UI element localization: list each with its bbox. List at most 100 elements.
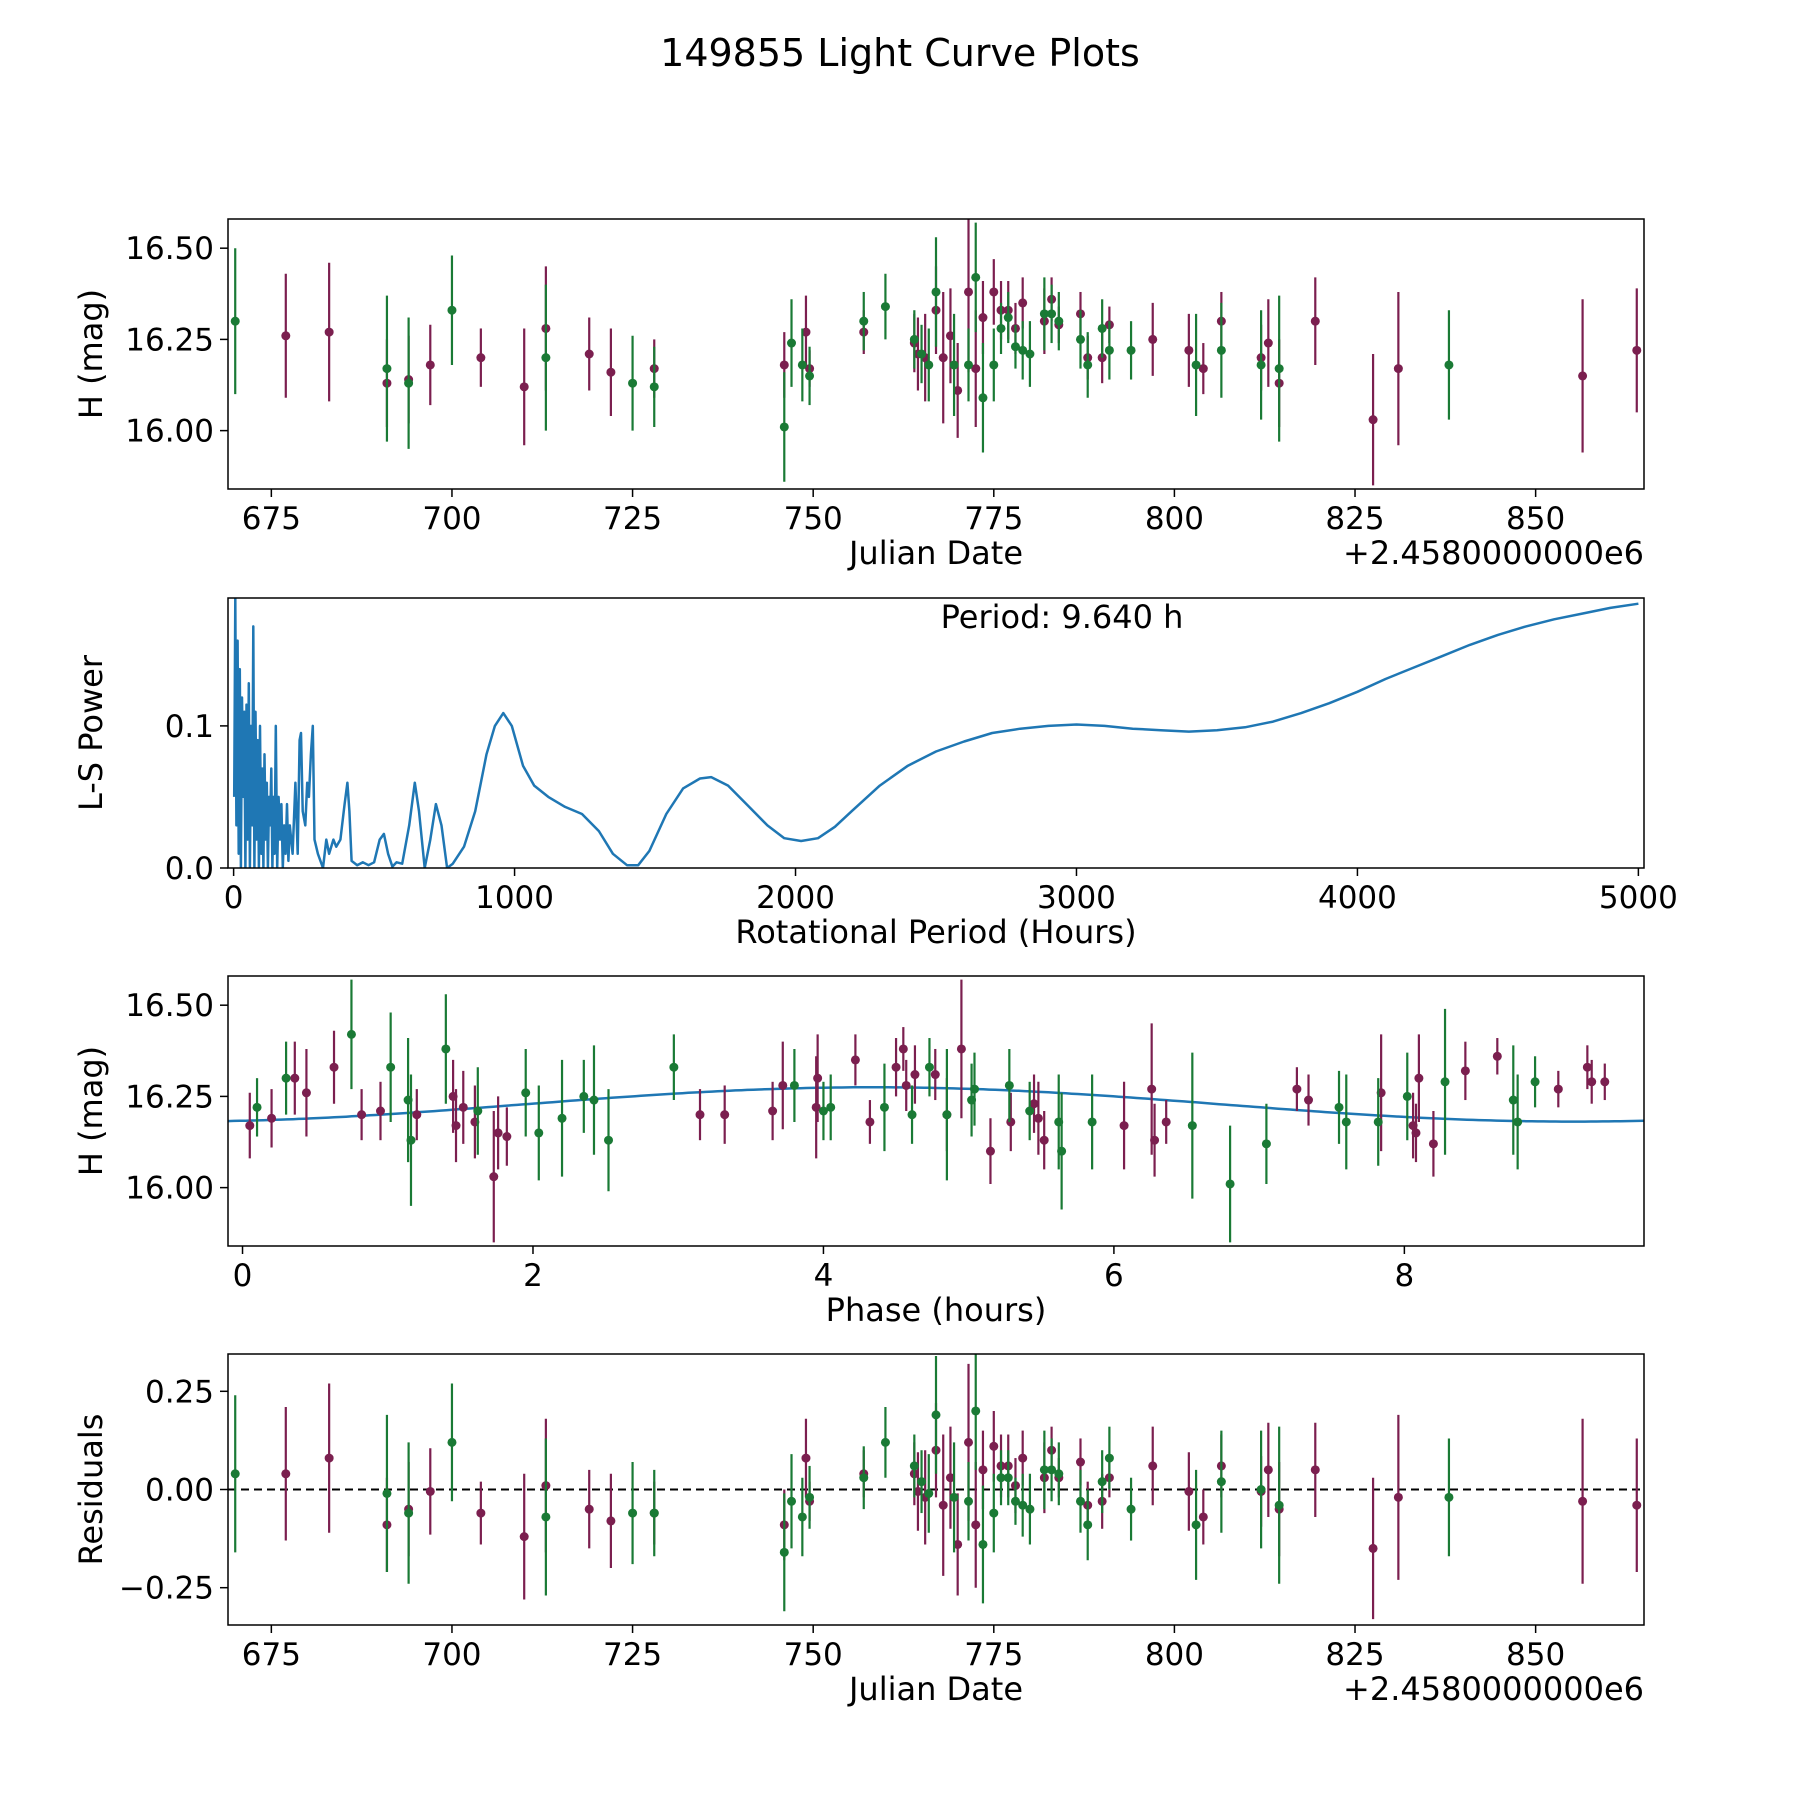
data-point <box>1047 309 1057 319</box>
data-point <box>1393 1492 1403 1502</box>
x-tick-label: 775 <box>964 501 1023 537</box>
data-point <box>1198 1512 1208 1522</box>
data-point <box>1513 1117 1523 1127</box>
data-point <box>779 360 789 370</box>
data-point <box>989 360 999 370</box>
data-point <box>425 1486 435 1496</box>
data-point <box>1184 1486 1194 1496</box>
series-0 <box>232 598 1639 868</box>
data-point <box>1003 313 1013 323</box>
y-axis-label: Residuals <box>72 1414 110 1566</box>
axes-frame <box>227 597 1645 869</box>
data-point <box>521 1088 531 1098</box>
data-point <box>801 327 811 337</box>
data-point <box>1075 1457 1085 1467</box>
y-axis-label: H (mag) <box>72 289 110 419</box>
data-point <box>913 1486 923 1496</box>
data-point <box>1587 1077 1597 1087</box>
data-point <box>606 367 616 377</box>
data-point <box>789 1080 799 1090</box>
x-tick-label: 2000 <box>756 880 835 916</box>
data-point <box>949 360 959 370</box>
y-tick-label: 0.0 <box>165 851 214 887</box>
series-1 <box>252 979 1540 1243</box>
axes-frame <box>227 975 1645 1247</box>
data-point <box>281 1469 291 1479</box>
data-point <box>930 1070 940 1080</box>
x-tick-label: 800 <box>1145 501 1204 537</box>
data-point <box>1087 1117 1097 1127</box>
y-tick-label: 0.00 <box>145 1473 214 1509</box>
data-point <box>1083 360 1093 370</box>
data-point <box>1148 1461 1158 1471</box>
x-tick-label: 5000 <box>1599 880 1678 916</box>
series-1 <box>230 1354 1454 1612</box>
data-point <box>805 1492 815 1502</box>
x-tick-label: 750 <box>784 1637 843 1673</box>
data-point <box>1075 334 1085 344</box>
data-point <box>290 1073 300 1083</box>
data-point <box>1334 1102 1344 1112</box>
x-tick-label: 3000 <box>1037 880 1116 916</box>
data-point <box>281 331 291 341</box>
data-point <box>230 316 240 326</box>
data-point <box>1310 316 1320 326</box>
data-point <box>978 393 988 403</box>
data-point <box>1440 1077 1450 1087</box>
data-point <box>1261 1139 1271 1149</box>
data-point <box>1444 360 1454 370</box>
data-point <box>949 1492 959 1502</box>
data-point <box>1161 1117 1171 1127</box>
data-point <box>406 1135 416 1145</box>
data-point <box>1216 1477 1226 1487</box>
data-point <box>1010 342 1020 352</box>
series-0 <box>245 979 1610 1243</box>
data-point <box>880 302 890 312</box>
x-offset-label: +2.4580000000e6 <box>1343 534 1644 572</box>
data-point <box>1530 1077 1540 1087</box>
data-point <box>1029 1099 1039 1109</box>
plot-area-residuals <box>228 1354 1644 1620</box>
data-point <box>779 1547 789 1557</box>
data-point <box>301 1088 311 1098</box>
y-tick-label: 16.50 <box>125 988 214 1024</box>
data-point <box>978 313 988 323</box>
data-point <box>985 1146 995 1156</box>
data-point <box>996 1473 1006 1483</box>
data-point <box>865 1117 875 1127</box>
data-point <box>989 287 999 297</box>
data-point <box>1304 1095 1314 1105</box>
data-point <box>382 1488 392 1498</box>
x-offset-label: +2.4580000000e6 <box>1343 1670 1644 1708</box>
data-point <box>649 1508 659 1518</box>
data-point <box>901 1080 911 1090</box>
data-point <box>1097 1477 1107 1487</box>
data-point <box>1025 349 1035 359</box>
data-point <box>425 360 435 370</box>
data-point <box>942 1110 952 1120</box>
data-point <box>891 1062 901 1072</box>
data-point <box>1097 323 1107 333</box>
data-point <box>1492 1051 1502 1061</box>
panel-phased: 0 2 4 6 8 16.00 16.25 16.50 Phase (hours) H (mag) <box>72 975 1645 1329</box>
data-point <box>989 1508 999 1518</box>
data-point <box>584 349 594 359</box>
data-point <box>252 1102 262 1112</box>
series-1 <box>230 222 1454 482</box>
data-point <box>1018 1500 1028 1510</box>
data-point <box>519 382 529 392</box>
data-point <box>541 1512 551 1522</box>
data-point <box>1263 1465 1273 1475</box>
data-point <box>281 1073 291 1083</box>
data-point <box>1373 1117 1383 1127</box>
data-point <box>1147 1084 1157 1094</box>
data-point <box>969 1084 979 1094</box>
data-point <box>1444 1492 1454 1502</box>
y-tick-label: 0.1 <box>165 709 214 745</box>
data-point <box>797 360 807 370</box>
panel-periodogram: 0 1000 2000 3000 4000 5000 0.0 0.1 Rotational Pe… <box>72 597 1678 951</box>
data-point <box>1003 1473 1013 1483</box>
data-point <box>1187 1121 1197 1131</box>
y-tick-label: 16.50 <box>125 231 214 267</box>
